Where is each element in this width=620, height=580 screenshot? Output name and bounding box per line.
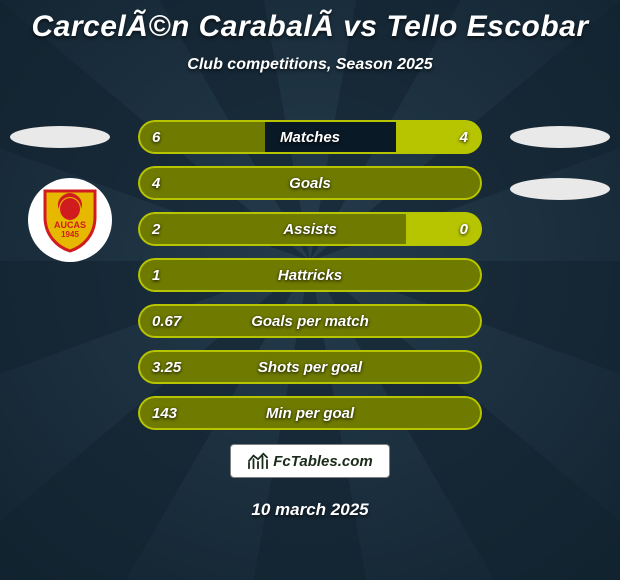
club-name: AUCAS [41,221,99,230]
stat-row: Goals4 [138,166,482,200]
page-title: CarcelÃ©n CarabalÃ vs Tello Escobar [0,0,620,44]
date: 10 march 2025 [251,500,368,520]
stat-label: Shots per goal [138,350,482,384]
stat-value-left: 143 [152,396,177,430]
source-badge: FcTables.com [230,444,390,478]
chart-icon [247,452,269,470]
stat-value-left: 3.25 [152,350,181,384]
comparison-rows: Matches64Goals4Assists20Hattricks1Goals … [138,120,482,442]
subtitle: Club competitions, Season 2025 [0,56,620,74]
stat-value-left: 0.67 [152,304,181,338]
content: CarcelÃ©n CarabalÃ vs Tello Escobar Club… [0,0,620,580]
player-left-photo-placeholder [10,126,110,148]
stat-row: Assists2 0 [138,212,482,246]
stat-row: Matches6 4 [138,120,482,154]
stat-value-left: 1 [152,258,160,292]
player-right-photo-placeholder-2 [510,178,610,200]
stat-value-right: 4 [460,120,468,154]
stat-row: Shots per goal3.25 [138,350,482,384]
stat-value-left: 6 [152,120,160,154]
stat-value-left: 2 [152,212,160,246]
stat-row: Hattricks1 [138,258,482,292]
stat-value-right: 0 [460,212,468,246]
player-right-photo-placeholder-1 [510,126,610,148]
stat-label: Matches [138,120,482,154]
club-shield-icon: AUCAS 1945 [41,187,99,253]
stat-label: Hattricks [138,258,482,292]
club-badge: AUCAS 1945 [28,178,112,262]
stat-value-left: 4 [152,166,160,200]
stat-label: Min per goal [138,396,482,430]
club-year: 1945 [41,231,99,239]
stat-label: Assists [138,212,482,246]
source-text: FcTables.com [273,453,372,470]
stat-label: Goals per match [138,304,482,338]
stat-row: Goals per match0.67 [138,304,482,338]
stat-row: Min per goal143 [138,396,482,430]
stat-label: Goals [138,166,482,200]
